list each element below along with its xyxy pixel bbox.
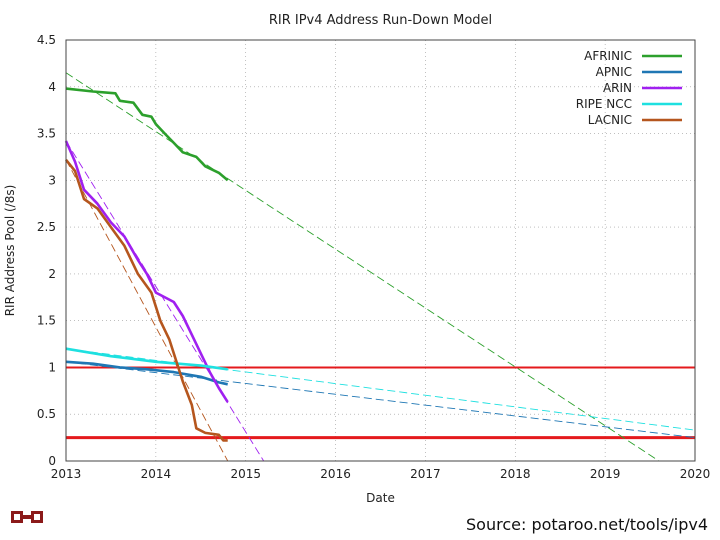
plot-frame (65, 39, 696, 462)
legend: AFRINIC APNIC ARIN RIPE NCC LACNIC (576, 49, 682, 127)
source-caption: Source: potaroo.net/tools/ipv4 (466, 515, 708, 534)
y-axis-label: RIR Address Pool (/8s) (3, 185, 17, 317)
threshold-lines (66, 366, 695, 440)
y-tick-label: 0.5 (37, 407, 56, 421)
lacnic-projection (66, 159, 229, 461)
y-tick-label: 4 (48, 80, 56, 94)
y-ticks: 0 0.5 1 1.5 2 2.5 3 3.5 4 4.5 (37, 33, 56, 468)
apnic-projection (66, 361, 695, 439)
legend-label-ripe-ncc: RIPE NCC (576, 97, 632, 111)
legend-label-arin: ARIN (603, 81, 632, 95)
y-tick-label: 1.5 (37, 314, 56, 328)
afrinic-projection (66, 72, 660, 461)
afrinic-series-line (65, 87, 229, 182)
x-tick-label: 2019 (590, 467, 621, 481)
x-tick-label: 2018 (500, 467, 531, 481)
legend-label-afrinic: AFRINIC (584, 49, 632, 63)
x-tick-label: 2013 (51, 467, 82, 481)
x-tick-label: 2015 (230, 467, 261, 481)
x-axis-label: Date (366, 491, 395, 505)
y-tick-label: 0 (48, 454, 56, 468)
legend-label-apnic: APNIC (596, 65, 632, 79)
y-tick-label: 2 (48, 267, 56, 281)
ripe-ncc-series-line (65, 347, 228, 371)
y-tick-label: 1 (48, 360, 56, 374)
ripe-ncc-projection (66, 348, 695, 431)
x-tick-label: 2017 (410, 467, 441, 481)
lacnic-series-line (64, 158, 228, 442)
arin-projection (66, 140, 265, 461)
x-tick-label: 2020 (680, 467, 711, 481)
y-tick-label: 2.5 (37, 220, 56, 234)
legend-label-lacnic: LACNIC (588, 113, 632, 127)
series-lines (64, 87, 229, 442)
projection-lines (66, 72, 695, 461)
x-tick-label: 2014 (141, 467, 172, 481)
arin-series-line (64, 140, 229, 403)
x-ticks: 2013 2014 2015 2016 2017 2018 2019 2020 (51, 467, 711, 481)
logo-icon (10, 509, 44, 532)
y-tick-label: 3 (48, 173, 56, 187)
y-tick-label: 4.5 (37, 33, 56, 47)
chart-title: RIR IPv4 Address Run-Down Model (269, 13, 492, 28)
x-tick-label: 2016 (320, 467, 351, 481)
y-tick-label: 3.5 (37, 127, 56, 141)
